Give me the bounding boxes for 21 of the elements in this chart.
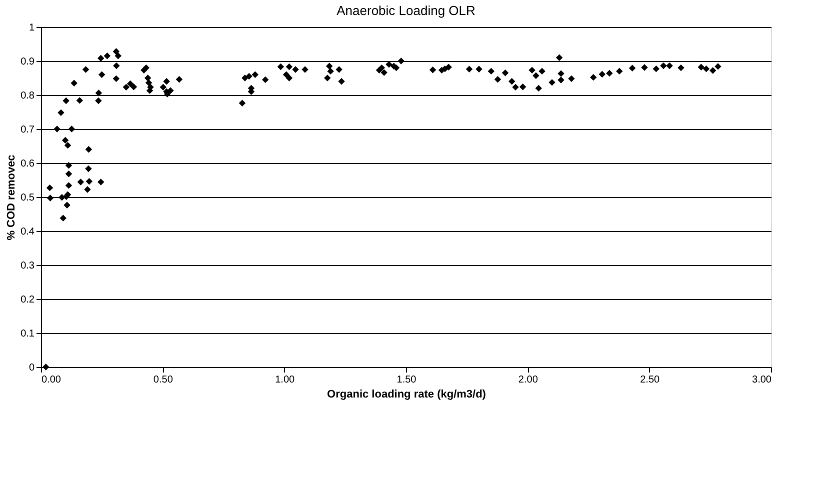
y-tick-label: 0: [28, 362, 35, 374]
y-tick-label: 0.4: [20, 226, 35, 238]
x-tick-label: 2.00: [518, 374, 538, 386]
x-tick-label: 1.00: [275, 374, 295, 386]
x-tick-label: 0.00: [42, 374, 62, 386]
chart-title: Anaerobic Loading OLR: [336, 3, 476, 18]
y-tick-label: 0.8: [20, 90, 35, 102]
y-tick-label: 0.3: [20, 260, 35, 272]
y-tick-label: 0.5: [20, 192, 35, 204]
x-tick-label: 1.50: [396, 374, 417, 386]
y-axis-title: % COD removec: [6, 154, 18, 240]
y-tick-label: 0.9: [20, 56, 35, 68]
x-tick-label: 0.50: [153, 374, 174, 386]
x-tick-label: 2.50: [640, 374, 660, 386]
y-tick-label: 0.7: [20, 124, 35, 136]
x-axis-title: Organic loading rate (kg/m3/d): [327, 388, 486, 400]
y-tick-label: 0.2: [20, 294, 35, 306]
y-tick-label: 1: [28, 22, 35, 34]
y-tick-label: 0.6: [20, 158, 35, 170]
x-tick-label: 3.00: [752, 374, 772, 386]
y-tick-label: 0.1: [20, 328, 35, 340]
